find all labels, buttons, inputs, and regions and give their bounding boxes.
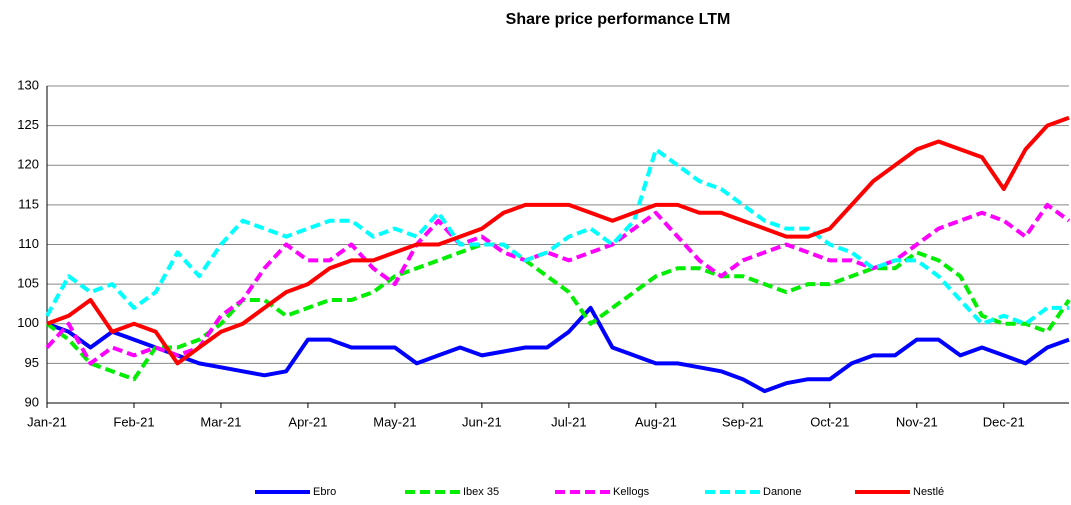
y-tick-label: 100 xyxy=(17,315,39,330)
legend-label: Danone xyxy=(763,486,802,498)
legend-label: Ebro xyxy=(313,486,336,498)
y-tick-label: 110 xyxy=(18,236,39,251)
x-tick-label: Oct-21 xyxy=(810,414,849,429)
y-tick-label: 125 xyxy=(17,117,39,132)
line-series xyxy=(46,305,1070,394)
line-series xyxy=(45,202,1071,366)
x-tick-label: Jan-21 xyxy=(27,414,67,429)
x-tick-label: Dec-21 xyxy=(983,414,1025,429)
line-series xyxy=(45,147,1069,326)
line-series xyxy=(46,115,1070,366)
y-tick-label: 130 xyxy=(17,77,39,92)
x-tick-label: Jun-21 xyxy=(462,414,502,429)
x-tick-label: Apr-21 xyxy=(288,414,327,429)
y-tick-label: 95 xyxy=(25,355,39,370)
line-series xyxy=(45,242,1071,382)
x-tick-label: Nov-21 xyxy=(896,414,938,429)
legend-label: Nestlé xyxy=(913,486,944,498)
x-tick-label: Sep-21 xyxy=(722,414,764,429)
chart-title: Share price performance LTM xyxy=(506,11,731,28)
x-tick-label: May-21 xyxy=(373,414,416,429)
y-tick-label: 120 xyxy=(17,157,39,172)
y-tick-label: 105 xyxy=(17,276,39,291)
x-tick-label: Aug-21 xyxy=(635,414,677,429)
x-tick-label: Jul-21 xyxy=(551,414,586,429)
x-tick-label: Feb-21 xyxy=(113,414,154,429)
y-tick-label: 115 xyxy=(18,196,39,211)
y-tick-label: 90 xyxy=(25,394,39,409)
legend-label: Kellogs xyxy=(613,486,650,498)
legend-label: Ibex 35 xyxy=(463,486,499,498)
x-tick-label: Mar-21 xyxy=(200,414,241,429)
